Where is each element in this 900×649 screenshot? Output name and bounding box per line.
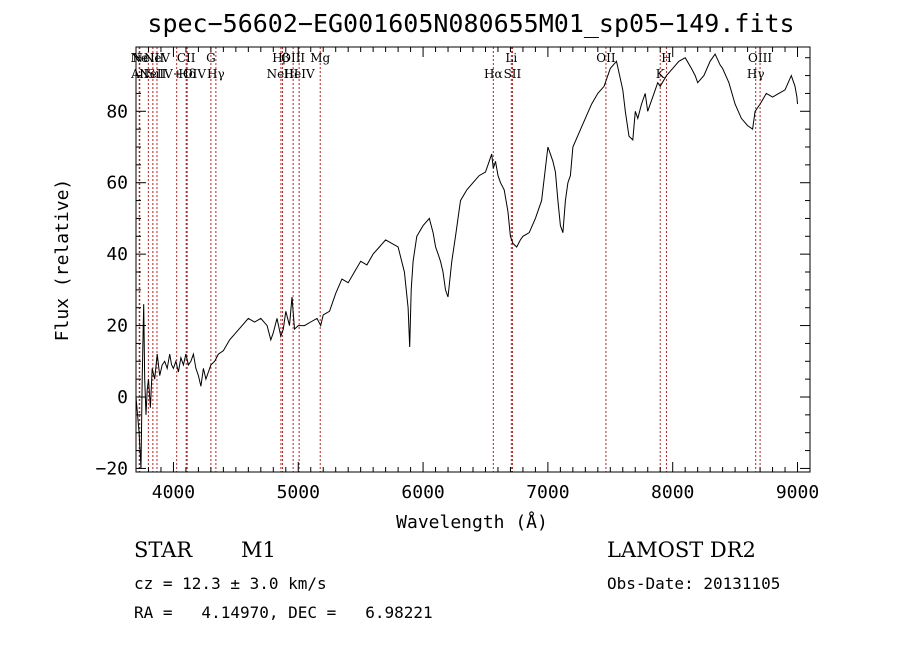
line-label-3: NeII xyxy=(139,67,166,81)
x-tick-label: 7000 xyxy=(526,482,569,503)
line-label-5: SiIV+OIV xyxy=(147,67,206,81)
ra-dec-coordinates: RA = 4.14970, DEC = 6.98221 xyxy=(134,603,433,622)
x-tick-label: 5000 xyxy=(277,482,320,503)
line-label-13: HeIV xyxy=(284,67,315,81)
y-tick-label: 80 xyxy=(106,101,128,122)
line-label-11: NeIII xyxy=(267,67,299,81)
x-axis-ticks: 4000 5000 6000 7000 8000 9000 xyxy=(135,47,819,503)
y-tick-label: 0 xyxy=(117,387,128,408)
line-label-21: Hγ xyxy=(747,67,765,81)
x-tick-label: 6000 xyxy=(401,482,444,503)
line-label-18: OII xyxy=(596,51,616,65)
line-label-4: NeV xyxy=(144,51,171,65)
x-tick-label: 4000 xyxy=(152,482,195,503)
x-tick-label: 9000 xyxy=(776,482,819,503)
line-label-8: G xyxy=(206,51,216,65)
y-tick-label: 40 xyxy=(106,244,128,265)
survey-name: LAMOST DR2 xyxy=(607,538,756,562)
line-label-17: SII xyxy=(504,67,522,81)
line-label-22: OIII xyxy=(748,51,772,65)
y-tick-label: 60 xyxy=(106,173,128,194)
y-tick-label: 20 xyxy=(106,316,128,337)
line-label-19: K xyxy=(656,67,666,81)
y-axis-ticks: −20 0 20 40 60 80 xyxy=(95,57,810,479)
redshift-velocity: cz = 12.3 ± 3.0 km/s xyxy=(134,574,327,593)
y-axis-label: Flux (relative) xyxy=(52,179,73,342)
plot-frame xyxy=(135,46,811,473)
line-label-9: Hγ xyxy=(207,67,225,81)
line-label-20: H xyxy=(661,51,671,65)
emission-line-labels: NeAlINeIIINeIINeVSiIV+OIVCIIHδGHγHβNeIII… xyxy=(130,51,772,81)
line-label-7: Hδ xyxy=(178,67,196,81)
line-label-12: OIII xyxy=(281,51,305,65)
y-tick-label: −20 xyxy=(95,458,128,479)
spectrum-line xyxy=(135,53,798,469)
object-class: STAR xyxy=(134,538,193,562)
observation-date: Obs-Date: 20131105 xyxy=(607,574,781,593)
line-label-16: Li xyxy=(505,51,517,65)
line-label-15: Hα xyxy=(484,67,503,81)
x-axis-label: Wavelength (Å) xyxy=(396,511,548,533)
chart-title: spec−56602−EG001605N080655M01_sp05−149.f… xyxy=(147,9,794,38)
object-subclass: M1 xyxy=(241,538,276,562)
line-label-10: Hβ xyxy=(272,51,289,65)
x-tick-label: 8000 xyxy=(651,482,694,503)
line-label-14: Mg xyxy=(310,51,330,65)
line-label-2: NeIII xyxy=(132,51,164,65)
line-label-6: CII xyxy=(177,51,196,65)
line-label-1: AlI xyxy=(130,67,149,81)
emission-line-markers xyxy=(138,47,761,472)
